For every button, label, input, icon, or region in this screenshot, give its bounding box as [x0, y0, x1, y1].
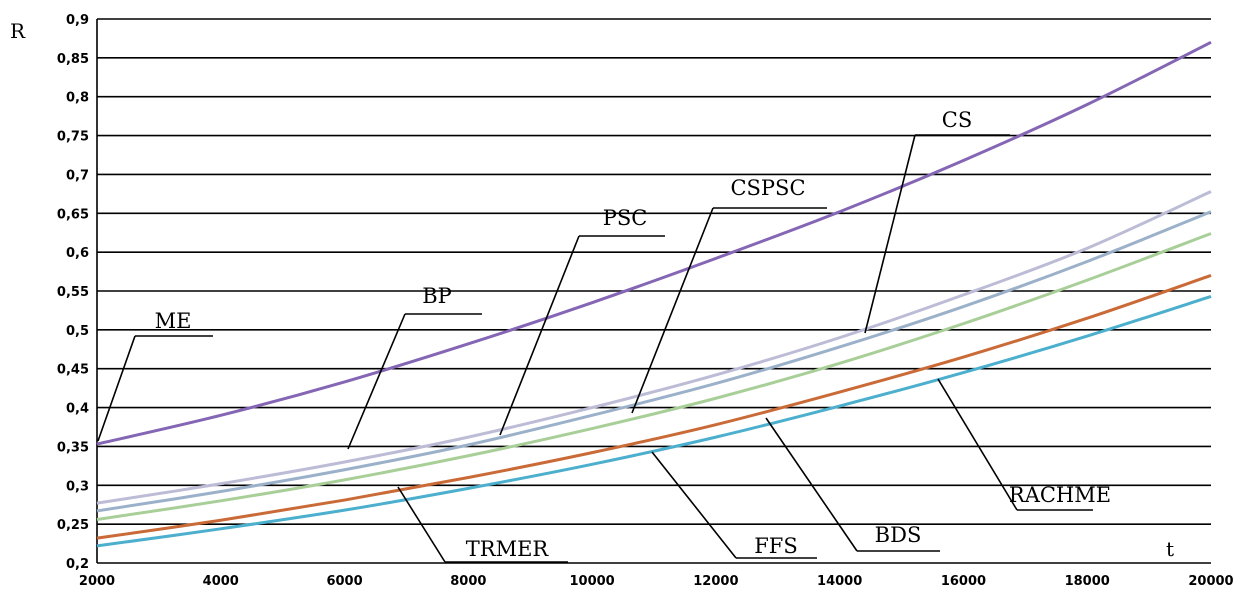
callout-leader-line	[651, 451, 737, 559]
x-tick-label: 4000	[203, 574, 239, 589]
series-line-rachme	[96, 295, 1212, 548]
y-tick-label: 0,65	[57, 207, 89, 222]
callout-leader-line	[864, 134, 916, 334]
y-tick-label: 0,35	[57, 440, 89, 455]
x-tick-label: 6000	[326, 574, 362, 589]
callout-label: BP	[422, 284, 452, 308]
y-tick-label: 0,7	[66, 168, 89, 183]
y-tick-label: 0,2	[66, 557, 89, 572]
x-tick-label: 14000	[817, 574, 862, 589]
callout-ffs: FFS	[651, 451, 817, 559]
callout-cs: CS	[864, 108, 1010, 334]
y-tick-label: 0,85	[57, 52, 89, 67]
callout-bds: BDS	[765, 417, 940, 552]
y-tick-label: 0,45	[57, 363, 89, 378]
y-tick-label: 0,9	[66, 13, 89, 28]
y-tick-label: 0,4	[66, 402, 89, 417]
x-tick-labels: 2000 4000 6000 8000 10000 12000 14000 16000 1800…	[79, 574, 1234, 589]
callout-label: RACHME	[1009, 483, 1111, 507]
y-tick-label: 0,5	[66, 324, 89, 339]
y-tick-labels: 0,2 0,25 0,3 0,35 0,4 0,45 0,5 0,55 0,6 0,65 0,7 0,…	[57, 13, 89, 572]
callout-leader-line	[97, 335, 136, 442]
y-tick-label: 0,55	[57, 285, 89, 300]
callout-leader-line	[631, 207, 714, 414]
callout-label: CSPSC	[730, 176, 805, 200]
x-tick-label: 2000	[79, 574, 115, 589]
y-axis-label: R	[10, 19, 26, 43]
series-line-cs	[96, 40, 1212, 446]
callout-trmer: TRMER	[397, 486, 568, 563]
y-tick-label: 0,8	[66, 91, 89, 106]
callout-label: PSC	[603, 206, 648, 230]
callout-rachme: RACHME	[937, 378, 1111, 511]
callout-label: CS	[942, 108, 972, 132]
callout-leader-line	[499, 235, 580, 436]
callout-label: TRMER	[466, 537, 550, 561]
callout-leader-line	[347, 313, 406, 450]
x-tick-label: 16000	[941, 574, 986, 589]
series-line-psc	[96, 190, 1212, 505]
callout-label: FFS	[754, 534, 798, 558]
callout-annotations: CS CSPSC PSC BP ME TRMER FFS BDS RACHME	[97, 108, 1111, 563]
callout-leader-line	[937, 378, 1018, 511]
y-tick-label: 0,3	[66, 479, 89, 494]
x-tick-label: 10000	[569, 574, 614, 589]
grid-lines	[96, 18, 1211, 564]
callout-me: ME	[97, 309, 213, 442]
y-tick-label: 0,25	[57, 518, 89, 533]
y-tick-label: 0,6	[66, 246, 89, 261]
x-tick-label: 8000	[450, 574, 486, 589]
x-axis-label: t	[1166, 537, 1174, 561]
series-lines	[96, 40, 1212, 548]
x-tick-label: 20000	[1188, 574, 1233, 589]
callout-label: ME	[155, 309, 192, 333]
callout-psc: PSC	[499, 206, 665, 436]
x-tick-label: 12000	[693, 574, 738, 589]
callout-cspsc: CSPSC	[631, 176, 827, 414]
series-line-bp	[96, 232, 1212, 521]
x-tick-label: 18000	[1065, 574, 1110, 589]
callout-leader-line	[397, 486, 446, 563]
callout-label: BDS	[875, 523, 922, 547]
series-line-cspsc	[96, 210, 1212, 513]
callout-leader-line	[765, 417, 858, 552]
y-tick-label: 0,75	[57, 130, 89, 145]
series-line-bds	[96, 274, 1212, 540]
callout-bp: BP	[347, 284, 482, 450]
